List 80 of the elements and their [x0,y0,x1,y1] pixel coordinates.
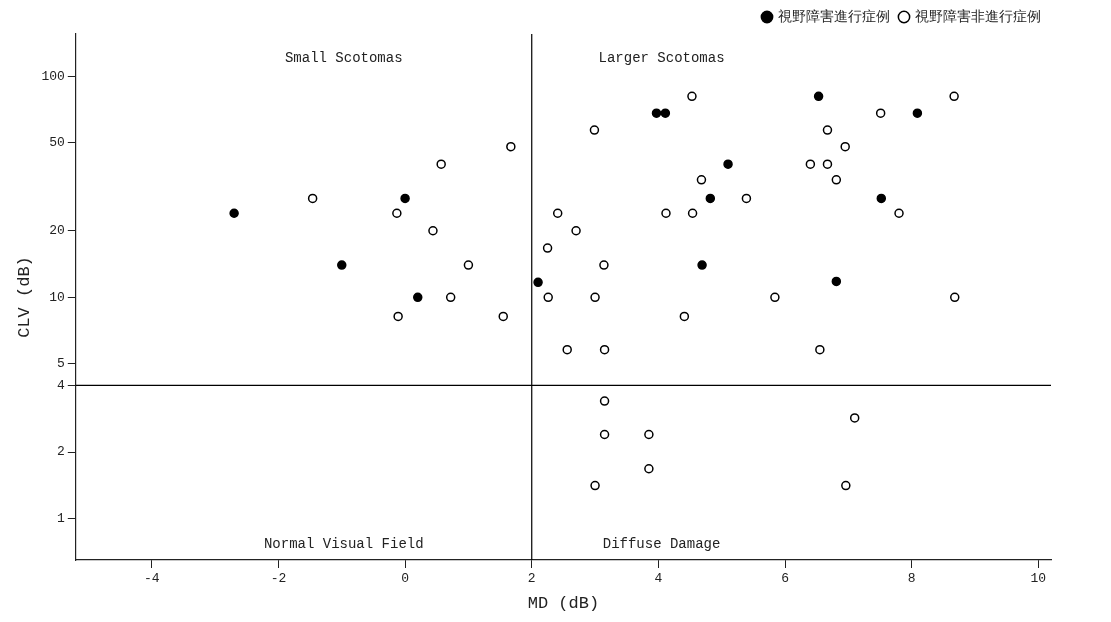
point [831,175,842,185]
y-tick-label: 1 [56,511,65,527]
point [696,175,707,185]
point [661,208,671,218]
annotation: Normal Visual Field [263,535,424,552]
point [875,108,886,118]
point [815,344,825,355]
point [599,344,610,355]
y-tick-label: 2 [56,444,65,460]
point [805,159,816,169]
point [849,413,860,423]
point [533,277,543,288]
y-tick-label: 4 [56,377,65,393]
point [413,292,423,303]
point [337,260,347,270]
point [542,243,553,253]
point [841,480,851,491]
x-tick-label: -2 [270,571,287,587]
point [571,226,581,236]
point [822,159,833,169]
point [894,208,904,218]
point [660,108,671,118]
point [445,292,456,303]
point [599,396,610,406]
x-axis-title: MD (dB) [527,594,600,614]
y-tick-label: 10 [49,289,65,305]
legend-label: 視野障害非進行症例 [915,7,1041,24]
point [590,480,600,491]
annotation: Larger Scotomas [598,49,725,66]
x-tick-label: -4 [143,571,160,587]
y-axis-title: CLV (dB) [14,256,34,338]
point [697,260,707,270]
point [687,91,697,102]
point [562,344,572,355]
annotation: Small Scotomas [284,49,403,66]
point [813,91,824,102]
point [552,208,563,218]
point [950,292,960,303]
point [392,208,402,218]
point [506,141,516,152]
x-tick-label: 10 [1030,571,1047,587]
annotation: Diffuse Damage [602,535,721,552]
point [741,193,752,204]
point [822,125,833,135]
point [229,208,239,218]
point [644,464,654,474]
point [705,193,716,204]
point [307,193,318,204]
x-tick-label: 2 [527,571,536,587]
point [831,276,842,287]
point [644,429,654,440]
point [590,292,600,303]
point [428,226,438,236]
point [393,311,403,322]
point [651,108,662,118]
point [912,108,923,118]
point [840,141,850,152]
x-tick-label: 0 [401,571,409,587]
point [770,292,780,303]
point [599,260,609,270]
point [876,193,887,204]
point [463,260,474,270]
x-tick-label: 6 [781,571,789,587]
point [436,159,446,169]
point [687,208,698,218]
point [599,429,610,440]
y-tick-label: 50 [49,135,65,151]
point [543,292,553,303]
y-tick-label: 100 [41,68,65,84]
y-tick-label: 20 [49,223,65,239]
point [589,125,600,135]
point [723,159,733,169]
point [498,311,508,322]
point [400,193,410,204]
y-tick-label: 5 [56,356,65,372]
x-tick-label: 4 [654,571,663,587]
x-tick-label: 8 [907,571,916,587]
point [949,91,959,102]
legend-label: 視野障害進行症例 [778,7,890,24]
point [679,311,690,322]
